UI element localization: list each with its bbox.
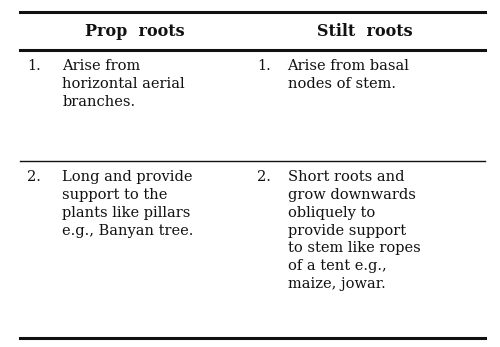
Text: Arise from
horizontal aerial
branches.: Arise from horizontal aerial branches.: [62, 59, 185, 109]
Text: Stilt  roots: Stilt roots: [317, 23, 413, 40]
Text: 2.: 2.: [28, 170, 42, 184]
Text: Arise from basal
nodes of stem.: Arise from basal nodes of stem.: [288, 59, 410, 91]
Text: Long and provide
support to the
plants like pillars
e.g., Banyan tree.: Long and provide support to the plants l…: [62, 170, 194, 238]
Text: Prop  roots: Prop roots: [85, 23, 185, 40]
Text: 1.: 1.: [258, 59, 271, 73]
Text: 1.: 1.: [28, 59, 41, 73]
Text: Short roots and
grow downwards
obliquely to
provide support
to stem like ropes
o: Short roots and grow downwards obliquely…: [288, 170, 420, 291]
Text: 2.: 2.: [258, 170, 272, 184]
